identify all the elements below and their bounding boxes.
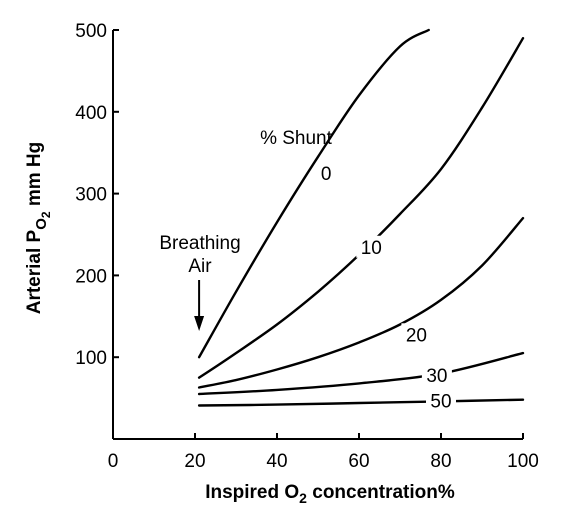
y-tick-label: 300 (75, 185, 107, 206)
curves (197, 28, 525, 407)
y-axis-label: Arterial PO2 mm Hg (24, 142, 53, 315)
annotation-arrow-head (194, 316, 205, 331)
curve-shunt-10 (197, 37, 525, 379)
annotation-line-2: Air (188, 256, 212, 277)
curve-label-50: 50 (430, 392, 451, 413)
annotation-line-1: Breathing (159, 233, 240, 254)
curve-shunt-0 (197, 28, 430, 359)
x-axis-label: Inspired O2 concentration% (205, 482, 455, 506)
curve-shunt-20 (197, 216, 525, 389)
y-tick-label: 400 (75, 103, 107, 124)
curve-label-30: 30 (426, 366, 447, 387)
curve-label-10: 10 (361, 238, 382, 259)
x-tick-label: 0 (108, 451, 119, 472)
x-tick-label: 100 (507, 451, 539, 472)
curve-label-bg (426, 389, 456, 412)
axes (112, 30, 523, 440)
curve-label-20: 20 (406, 325, 427, 346)
x-tick-label: 20 (184, 451, 205, 472)
curve-label-bg (316, 162, 336, 185)
x-tick-label: 40 (266, 451, 287, 472)
curve-label-bg (356, 235, 387, 258)
curve-label-0: 0 (321, 164, 332, 185)
x-tick-label: 60 (348, 451, 369, 472)
x-tick-label: 80 (430, 451, 451, 472)
curve-shunt-30 (197, 351, 525, 396)
y-tick-label: 500 (75, 21, 107, 42)
shunt-legend-title: % Shunt (260, 128, 333, 149)
labels: Inspired O2 concentration% Arterial PO2 m… (24, 128, 456, 506)
y-tick-label: 100 (75, 348, 107, 369)
curve-label-bg (401, 323, 432, 346)
curve-label-bg (421, 364, 452, 387)
y-tick-label: 200 (75, 266, 107, 287)
curve-shunt-50 (197, 398, 525, 407)
